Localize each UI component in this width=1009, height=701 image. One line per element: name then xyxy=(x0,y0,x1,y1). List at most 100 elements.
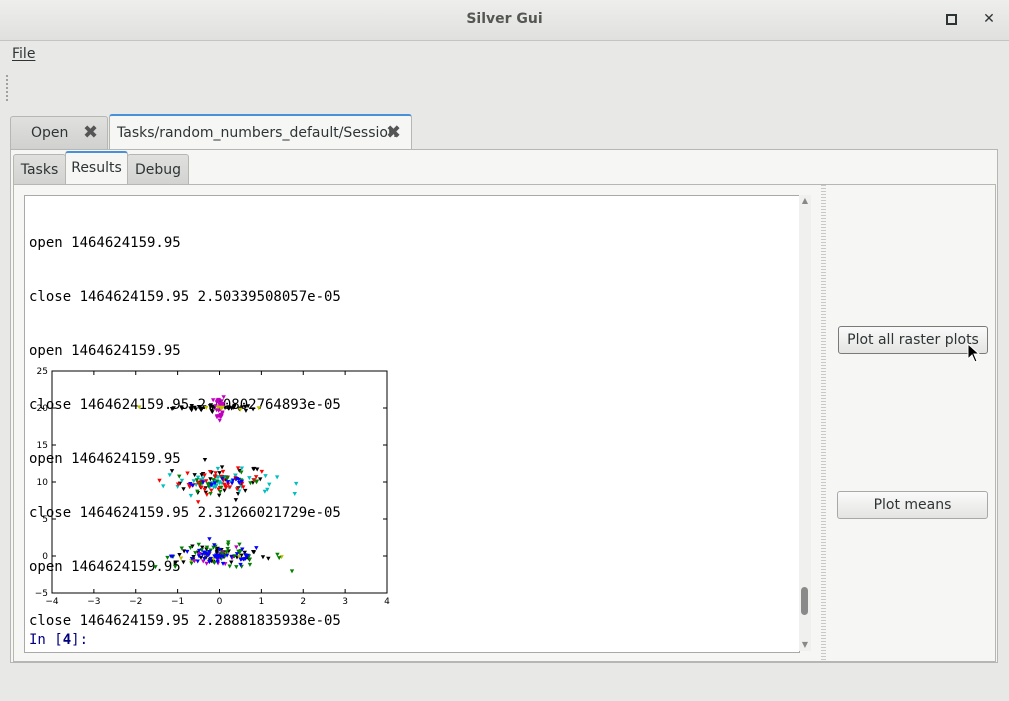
console-line: open 1464624159.95 xyxy=(29,235,181,251)
data-point xyxy=(219,399,224,404)
data-point xyxy=(179,478,185,483)
data-point xyxy=(167,473,172,478)
data-point xyxy=(259,469,265,474)
menu-file[interactable]: File xyxy=(12,46,36,62)
data-point xyxy=(243,408,249,413)
data-point xyxy=(253,475,259,480)
console-line: open 1464624159.95 xyxy=(29,559,181,575)
data-point xyxy=(198,407,203,412)
data-point xyxy=(198,482,203,487)
data-point xyxy=(173,560,178,565)
data-point xyxy=(241,485,246,490)
input-prompt[interactable]: In [4]: xyxy=(29,632,88,648)
close-window-button[interactable]: ✕ xyxy=(980,10,998,28)
data-point xyxy=(224,550,229,555)
data-point xyxy=(194,478,200,483)
data-point xyxy=(196,554,202,559)
data-point xyxy=(227,485,233,490)
data-point xyxy=(217,401,222,406)
data-point xyxy=(267,482,272,487)
scroll-thumb[interactable] xyxy=(801,587,808,615)
close-icon: ✕ xyxy=(983,11,995,27)
data-point xyxy=(229,560,234,565)
console-line: close 1464624159.95 2.31266021729e-05 xyxy=(29,505,341,521)
data-point xyxy=(157,478,162,483)
console-line: close 1464624159.95 2.28881835938e-05 xyxy=(29,613,341,629)
data-point xyxy=(243,553,248,558)
y-tick-label: 0 xyxy=(42,552,48,562)
data-point xyxy=(219,465,225,470)
data-point xyxy=(275,552,280,557)
data-point xyxy=(218,555,223,560)
data-point xyxy=(219,551,225,556)
tab-session[interactable]: Tasks/random_numbers_default/Session ✖ xyxy=(109,114,412,150)
data-point xyxy=(239,480,244,485)
data-point xyxy=(204,561,209,566)
data-point xyxy=(212,543,217,548)
data-point xyxy=(196,542,201,547)
maximize-button[interactable] xyxy=(942,10,960,28)
data-point xyxy=(195,475,201,480)
data-point xyxy=(236,481,242,486)
data-point xyxy=(237,542,242,547)
window-title: Silver Gui xyxy=(466,11,543,27)
data-point xyxy=(233,473,238,478)
data-point xyxy=(225,476,230,481)
data-point xyxy=(195,559,200,564)
data-point xyxy=(196,548,202,553)
data-point xyxy=(188,481,193,486)
data-point xyxy=(202,458,208,463)
data-point xyxy=(171,406,176,411)
y-tick-label: 5 xyxy=(42,515,48,525)
data-point xyxy=(225,542,231,547)
console-line: open 1464624159.95 xyxy=(29,451,181,467)
tab-tasks[interactable]: Tasks xyxy=(13,154,66,185)
data-point xyxy=(209,408,214,413)
console-line: close 1464624159.95 2.50339508057e-05 xyxy=(29,289,341,305)
ipython-console[interactable]: open 1464624159.95 close 1464624159.95 2… xyxy=(24,195,800,653)
scroll-down-icon[interactable]: ▼ xyxy=(801,640,809,649)
x-tick-label: 3 xyxy=(342,597,348,607)
data-point xyxy=(217,471,222,476)
data-point xyxy=(165,555,170,560)
data-point xyxy=(213,404,218,409)
close-tab-icon[interactable]: ✖ xyxy=(386,122,402,143)
scroll-up-icon[interactable]: ▲ xyxy=(801,196,809,205)
data-point xyxy=(175,482,181,487)
tab-debug[interactable]: Debug xyxy=(127,154,189,185)
data-point xyxy=(240,547,245,552)
data-point xyxy=(220,561,226,566)
plot-means-button[interactable]: Plot means xyxy=(837,491,988,519)
data-point xyxy=(215,466,221,471)
data-point xyxy=(236,477,241,482)
data-point xyxy=(236,554,242,559)
data-point xyxy=(292,491,297,496)
data-point xyxy=(202,473,207,478)
console-scrollbar[interactable]: ▲ ▼ xyxy=(799,195,811,651)
data-point xyxy=(238,562,243,567)
plot-all-raster-plots-button[interactable]: Plot all raster plots xyxy=(838,326,988,354)
scatter-plot: −4 −3 −2 −1 0 1 2 3 4 −5 0 5 10 15 20 25 xyxy=(35,367,390,607)
results-panel: open 1464624159.95 close 1464624159.95 2… xyxy=(13,184,996,662)
data-point xyxy=(214,550,220,555)
console-output: open 1464624159.95 close 1464624159.95 2… xyxy=(29,198,341,652)
tab-results[interactable]: Results xyxy=(65,151,128,186)
data-point xyxy=(226,405,231,410)
data-point xyxy=(247,562,253,567)
data-point xyxy=(220,469,226,474)
data-point xyxy=(256,406,262,411)
data-point xyxy=(201,550,207,555)
close-tab-icon[interactable]: ✖ xyxy=(83,122,99,143)
data-point xyxy=(211,478,216,483)
y-tick-label: 20 xyxy=(37,404,49,414)
data-point xyxy=(216,493,222,498)
pane-splitter[interactable] xyxy=(821,185,826,661)
tab-open[interactable]: Open ✖ xyxy=(10,116,108,150)
toolbar-grip[interactable] xyxy=(6,75,8,101)
data-point xyxy=(193,551,198,556)
data-point xyxy=(200,552,205,557)
x-tick-label: 4 xyxy=(384,597,390,607)
data-point xyxy=(216,408,221,413)
x-tick-label: −3 xyxy=(87,597,100,607)
data-point xyxy=(214,553,219,558)
